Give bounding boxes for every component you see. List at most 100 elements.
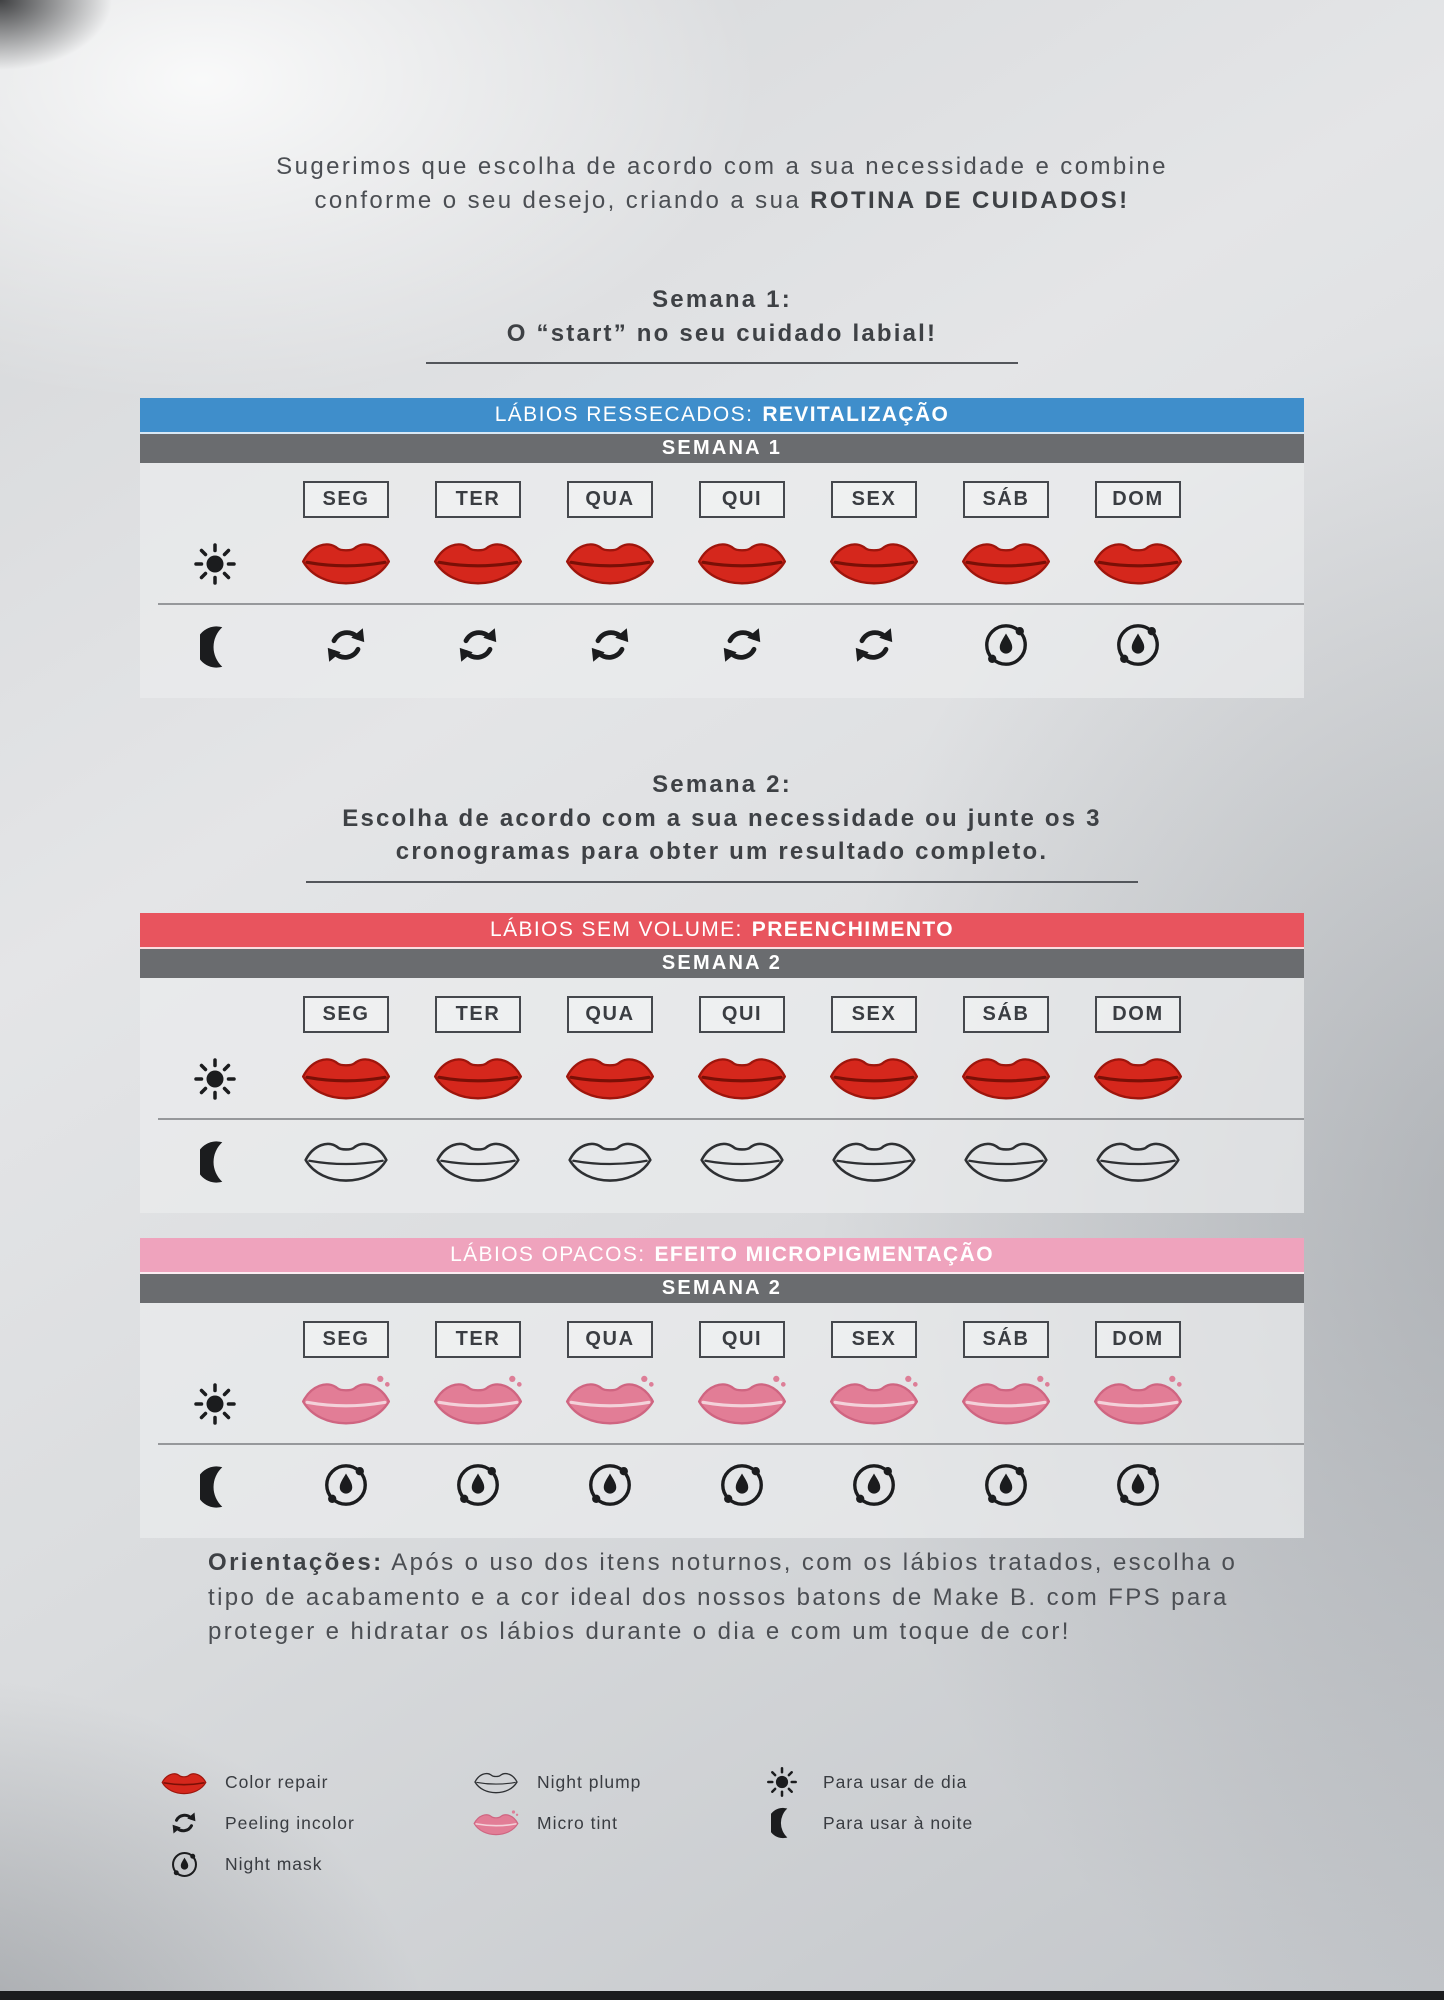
routine-icon-cell <box>1072 1375 1204 1433</box>
legend-item: Color repair <box>158 1768 436 1796</box>
routine-icon-cell <box>544 535 676 593</box>
night-plump-icon <box>566 1135 654 1190</box>
micro-tint-icon <box>470 1809 522 1837</box>
week2-subtitle-line1: Escolha de acordo com a sua necessidade … <box>342 804 1102 832</box>
intro-line2-bold: ROTINA DE CUIDADOS! <box>810 187 1130 215</box>
legend-label: Night mask <box>225 1853 323 1874</box>
night-plump-icon <box>962 1135 1050 1190</box>
color-repair-icon <box>827 1050 921 1108</box>
color-repair-icon <box>695 535 789 593</box>
legend-label: Para usar à noite <box>823 1812 974 1833</box>
day-cell: SEG <box>280 995 412 1033</box>
legend-label: Color repair <box>225 1771 329 1792</box>
sun-icon <box>150 1379 280 1429</box>
intro-line1: Sugerimos que escolha de acordo com a su… <box>276 153 1168 180</box>
day-label: SÁB <box>963 995 1049 1033</box>
micro-tint-icon <box>959 1375 1053 1433</box>
night-mask-icon <box>1112 619 1164 676</box>
week2-title: Semana 2: <box>652 771 792 798</box>
day-cell: SEX <box>808 480 940 518</box>
day-cell: DOM <box>1072 1320 1204 1358</box>
row-divider <box>158 603 1304 605</box>
routine-icon-cell <box>676 1135 808 1190</box>
color-repair-icon <box>299 535 393 593</box>
sun-icon <box>756 1764 808 1800</box>
routine-icon-cell <box>1072 1135 1204 1190</box>
day-label: SEG <box>303 480 389 518</box>
color-repair-icon <box>431 535 525 593</box>
color-repair-icon <box>563 535 657 593</box>
day-label: QUI <box>699 480 785 518</box>
day-cell: QUI <box>676 480 808 518</box>
legend-item: Peeling incolor <box>158 1809 436 1837</box>
routine-icon-cell <box>808 621 940 674</box>
routine-icon-cell <box>412 1050 544 1108</box>
night-mask-icon <box>158 1849 210 1880</box>
night-mask-icon <box>848 1459 900 1516</box>
night-plump-icon <box>302 1135 390 1190</box>
legend-column: Night plump Micro tint <box>470 1768 722 1837</box>
day-label: QUA <box>567 1320 653 1358</box>
sun-row <box>140 1043 1304 1115</box>
legend-item: Para usar de dia <box>756 1767 973 1797</box>
routine-icon-cell <box>940 1459 1072 1516</box>
routine-icon-cell <box>940 619 1072 676</box>
color-repair-icon <box>158 1769 210 1796</box>
day-row: SEG TER QUA QUI SEX SÁB DOM <box>140 478 1304 520</box>
color-repair-icon <box>827 535 921 593</box>
legend: Color repair Peeling incolor Night mask Nig… <box>158 1767 974 1878</box>
sun-row <box>140 1368 1304 1440</box>
micro-tint-icon <box>827 1375 921 1433</box>
color-repair-icon <box>695 1050 789 1108</box>
color-repair-icon <box>1091 535 1185 593</box>
legend-item: Para usar à noite <box>756 1807 974 1839</box>
routine-icon-cell <box>280 621 412 674</box>
micro-tint-icon <box>695 1375 789 1433</box>
routine-icon-cell <box>544 1375 676 1433</box>
night-mask-icon <box>584 1459 636 1516</box>
intro-line2-normal: conforme o seu desejo, criando a sua <box>314 187 802 215</box>
day-cell: TER <box>412 480 544 518</box>
routine-icon-cell <box>544 621 676 674</box>
routine-table: LÁBIOS OPACOS: EFEITO MICROPIGMENTAÇÃO S… <box>140 1238 1304 1538</box>
table-header-treatment: EFEITO MICROPIGMENTAÇÃO <box>654 1243 994 1266</box>
table-body: SEG TER QUA QUI SEX SÁB DOM <box>140 1303 1304 1538</box>
moon-row <box>140 1448 1304 1526</box>
day-cell: SEX <box>808 1320 940 1358</box>
night-mask-icon <box>320 1459 372 1516</box>
legend-item: Night plump <box>470 1768 722 1796</box>
routine-icon-cell <box>676 1375 808 1433</box>
day-cell: SÁB <box>940 480 1072 518</box>
day-cell: DOM <box>1072 480 1204 518</box>
table-header: LÁBIOS RESSECADOS: REVITALIZAÇÃO <box>140 398 1304 434</box>
day-cell: QUA <box>544 1320 676 1358</box>
day-cell: SÁB <box>940 1320 1072 1358</box>
legend-column: Color repair Peeling incolor Night mask <box>158 1768 436 1878</box>
color-repair-icon <box>563 1050 657 1108</box>
row-divider <box>158 1443 1304 1445</box>
routine-icon-cell <box>280 1375 412 1433</box>
routine-icon-cell <box>808 1135 940 1190</box>
peeling-icon <box>718 621 766 674</box>
intro-paragraph: Sugerimos que escolha de acordo com a su… <box>0 150 1444 218</box>
legend-label: Para usar de dia <box>823 1771 968 1792</box>
day-label: QUA <box>567 995 653 1033</box>
table-header-condition: LÁBIOS RESSECADOS: <box>494 403 754 426</box>
routine-icon-cell <box>808 1375 940 1433</box>
routine-icon-cell <box>280 1050 412 1108</box>
routine-icon-cell <box>412 1375 544 1433</box>
moon-row <box>140 608 1304 686</box>
color-repair-icon <box>959 1050 1053 1108</box>
week1-subtitle: O “start” no seu cuidado labial! <box>506 319 938 347</box>
sun-icon <box>150 539 280 589</box>
routine-icon-cell <box>544 1135 676 1190</box>
sun-row <box>140 528 1304 600</box>
routine-icon-cell <box>676 621 808 674</box>
routine-icon-cell <box>1072 535 1204 593</box>
night-plump-icon <box>698 1135 786 1190</box>
peeling-icon <box>322 621 370 674</box>
table-body: SEG TER QUA QUI SEX SÁB DOM <box>140 978 1304 1213</box>
table-header: LÁBIOS OPACOS: EFEITO MICROPIGMENTAÇÃO <box>140 1238 1304 1274</box>
routine-icon-cell <box>280 1459 412 1516</box>
week2-subtitle-line2: cronogramas para obter um resultado comp… <box>395 838 1049 866</box>
